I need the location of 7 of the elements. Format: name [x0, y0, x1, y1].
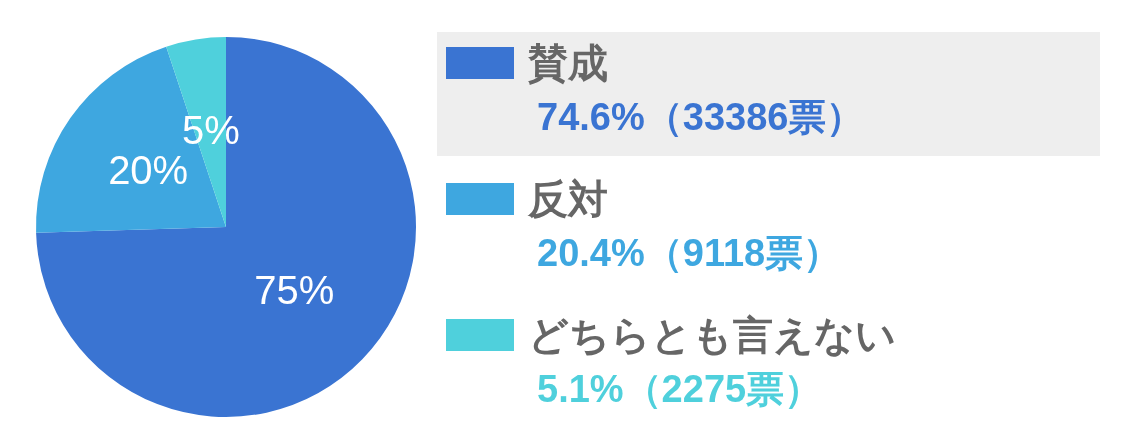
data-label: 75%	[254, 268, 335, 313]
legend-label: 賛成	[528, 41, 608, 85]
legend-label: 反対	[528, 177, 608, 221]
text: 74.6%（33386票）	[537, 95, 865, 139]
legend-label: どちらとも言えない	[528, 313, 896, 357]
text: 5.1%（2275票）	[537, 367, 823, 411]
text: 20.4%（9118票）	[537, 231, 842, 275]
